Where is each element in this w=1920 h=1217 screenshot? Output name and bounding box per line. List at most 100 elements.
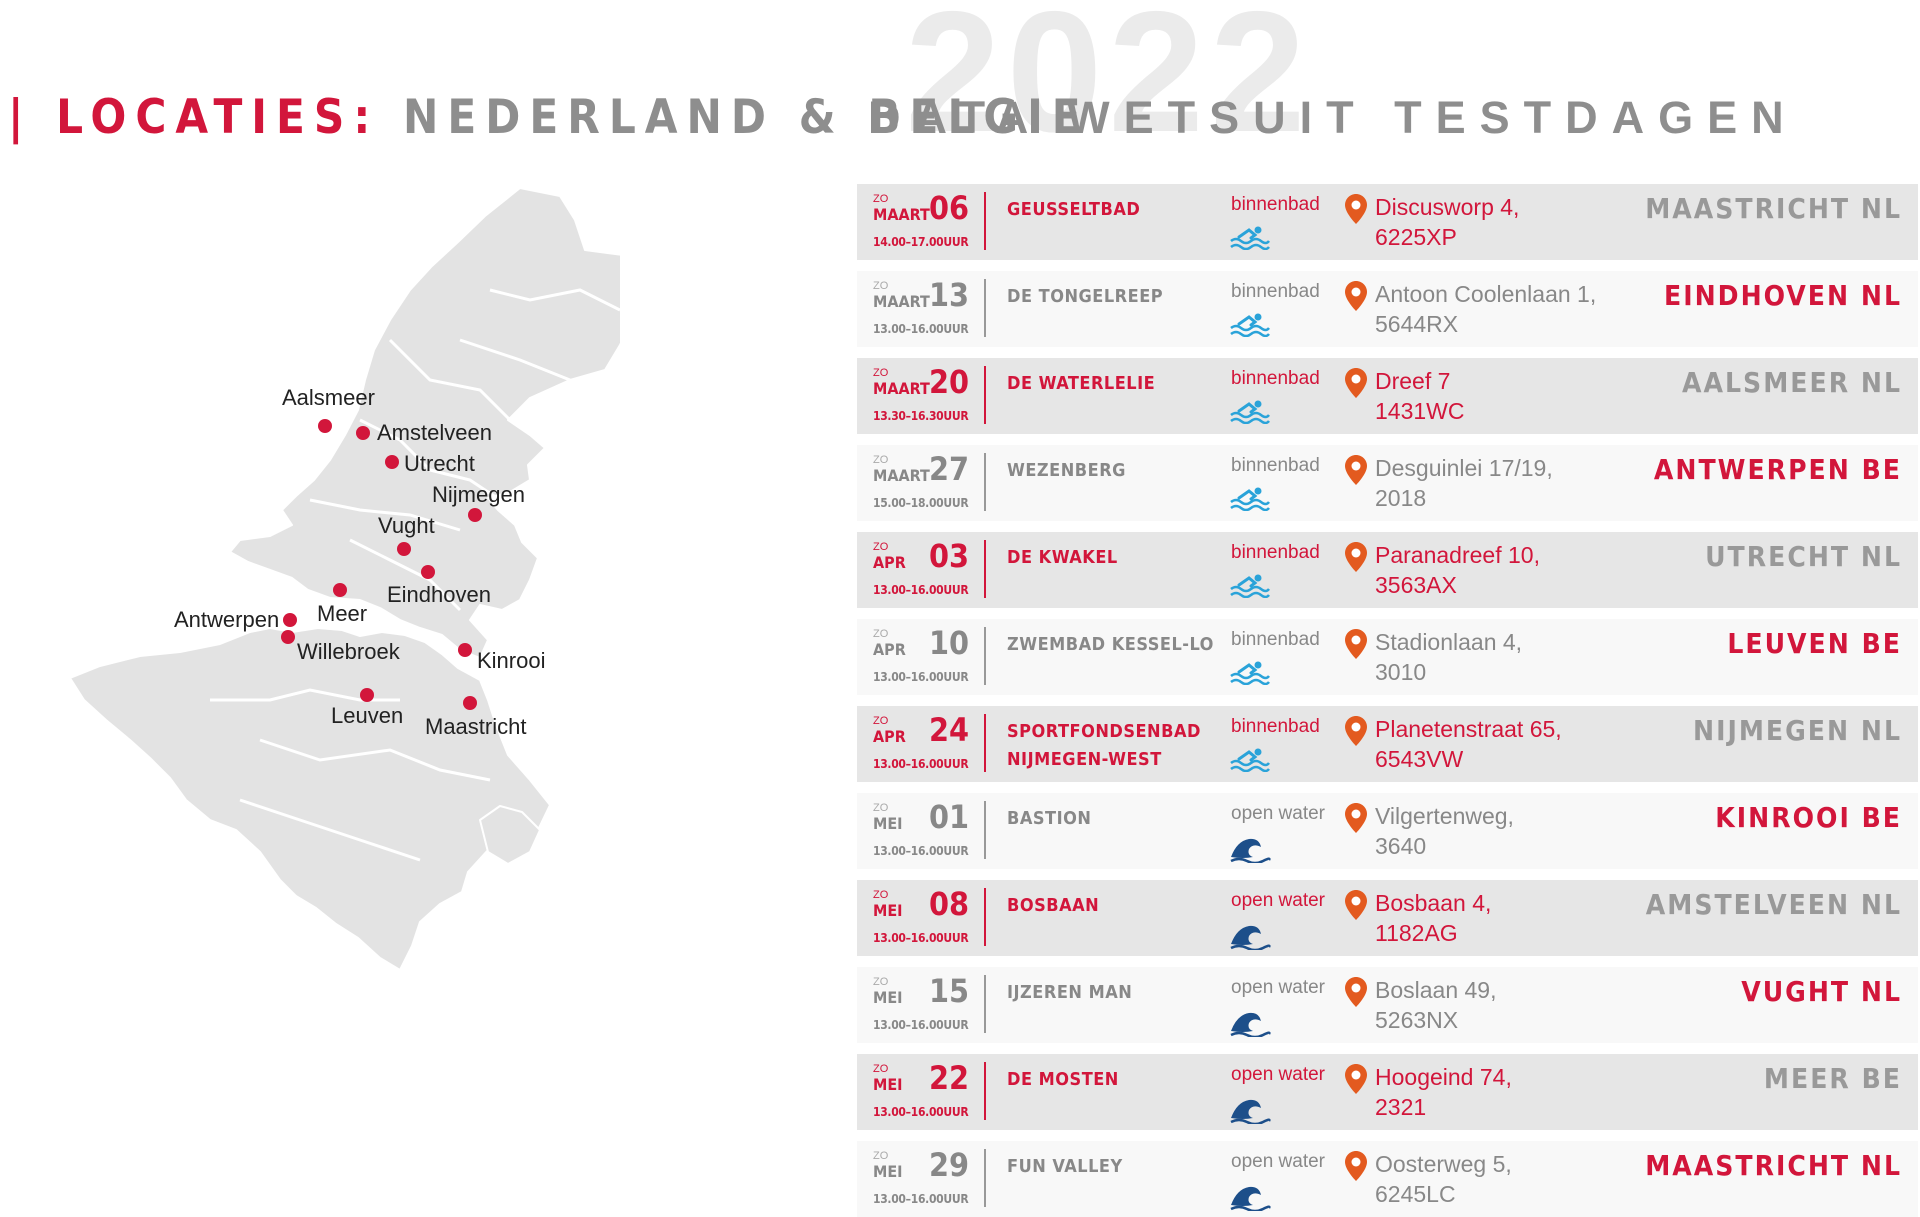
swimmer-icon (1229, 659, 1271, 686)
event-day: 06 (929, 189, 970, 227)
event-address[interactable]: Discusworp 4, 6225XP (1375, 192, 1519, 252)
event-address[interactable]: Hoogeind 74, 2321 (1375, 1062, 1512, 1122)
event-venue-line: NIJMEGEN-WEST (1007, 749, 1162, 770)
map-dot-nijmegen[interactable] (468, 508, 482, 522)
map-dot-leuven[interactable] (360, 688, 374, 702)
benelux-map: Aalsmeer Amstelveen Utrecht Nijmegen Vug… (60, 180, 651, 980)
map-dot-aalsmeer[interactable] (318, 419, 332, 433)
event-date: ZO MEI 01 13.00–16.00UUR (873, 799, 981, 863)
event-address-line1: Planetenstraat 65, (1375, 716, 1562, 742)
map-label-meer: Meer (317, 601, 368, 626)
event-venue-line: GEUSSELTBAD (1007, 199, 1141, 220)
event-city: NIJMEGEN NL (1693, 714, 1902, 747)
row-separator (984, 1149, 986, 1207)
event-weekday: ZO (873, 193, 889, 205)
map-dot-kinrooi[interactable] (458, 643, 472, 657)
event-time: 15.00–18.00UUR (873, 496, 969, 510)
event-address-line1: Dreef 7 (1375, 368, 1451, 394)
map-dot-willebroek[interactable] (281, 630, 295, 644)
map-dot-meer[interactable] (333, 583, 347, 597)
map-label-kinrooi: Kinrooi (477, 648, 546, 673)
event-row[interactable]: ZO APR 10 13.00–16.00UUR ZWEMBAD KESSEL-… (857, 619, 1918, 695)
location-pin-icon (1345, 890, 1367, 920)
map-dot-antwerpen[interactable] (283, 613, 297, 627)
swimmer-icon (1229, 224, 1271, 251)
event-venue: BASTION (1007, 805, 1217, 833)
event-row[interactable]: ZO MAART 06 14.00–17.00UUR GEUSSELTBAD b… (857, 184, 1918, 260)
event-type: binnenbad (1231, 455, 1320, 476)
event-row[interactable]: ZO MEI 01 13.00–16.00UUR BASTION open wa… (857, 793, 1918, 869)
event-address[interactable]: Boslaan 49, 5263NX (1375, 975, 1496, 1035)
event-address[interactable]: Oosterweg 5, 6245LC (1375, 1149, 1512, 1209)
event-address[interactable]: Planetenstraat 65, 6543VW (1375, 714, 1562, 774)
event-city: ANTWERPEN BE (1653, 453, 1902, 486)
map-dot-eindhoven[interactable] (421, 565, 435, 579)
event-type: binnenbad (1231, 716, 1320, 737)
event-row[interactable]: ZO APR 24 13.00–16.00UUR SPORTFONDSENBAD… (857, 706, 1918, 782)
event-address[interactable]: Desguinlei 17/19, 2018 (1375, 453, 1553, 513)
event-address[interactable]: Antoon Coolenlaan 1, 5644RX (1375, 279, 1596, 339)
event-city: MAASTRICHT NL (1645, 1149, 1902, 1182)
event-city: LEUVEN BE (1727, 627, 1902, 660)
event-address-line2: 6225XP (1375, 224, 1457, 250)
event-address[interactable]: Bosbaan 4, 1182AG (1375, 888, 1491, 948)
row-separator (984, 366, 986, 424)
event-day: 22 (929, 1059, 970, 1097)
event-time: 13.00–16.00UUR (873, 1192, 969, 1206)
luxembourg-shape (479, 805, 541, 865)
event-weekday: ZO (873, 1150, 889, 1162)
event-row[interactable]: ZO APR 03 13.00–16.00UUR DE KWAKEL binne… (857, 532, 1918, 608)
event-city: KINROOI BE (1715, 801, 1902, 834)
event-time: 13.00–16.00UUR (873, 931, 969, 945)
event-day: 01 (929, 798, 970, 836)
map-dot-utrecht[interactable] (385, 455, 399, 469)
event-row[interactable]: ZO MAART 20 13.30–16.30UUR DE WATERLELIE… (857, 358, 1918, 434)
event-time: 13.00–16.00UUR (873, 1018, 969, 1032)
map-label-leuven: Leuven (331, 703, 404, 728)
event-address[interactable]: Dreef 7 1431WC (1375, 366, 1464, 426)
event-time: 13.00–16.00UUR (873, 1105, 969, 1119)
wave-icon (1229, 1181, 1271, 1213)
row-separator (984, 453, 986, 511)
belgium-shape (69, 627, 551, 971)
event-city: MEER BE (1763, 1062, 1902, 1095)
event-row[interactable]: ZO MAART 13 13.00–16.00UUR DE TONGELREEP… (857, 271, 1918, 347)
map-dot-maastricht[interactable] (463, 696, 477, 710)
event-weekday: ZO (873, 715, 889, 727)
event-address-line1: Hoogeind 74, (1375, 1064, 1512, 1090)
row-separator (984, 192, 986, 250)
event-time: 14.00–17.00UUR (873, 235, 969, 249)
event-date: ZO MAART 27 15.00–18.00UUR (873, 451, 981, 515)
event-month: MEI (873, 901, 903, 920)
event-address-line2: 5263NX (1375, 1007, 1459, 1033)
event-type: binnenbad (1231, 281, 1320, 302)
map-dot-amstelveen[interactable] (356, 426, 370, 440)
event-date: ZO APR 24 13.00–16.00UUR (873, 712, 981, 776)
event-date: ZO MAART 13 13.00–16.00UUR (873, 277, 981, 341)
event-day: 15 (929, 972, 970, 1010)
event-type: open water (1231, 977, 1326, 998)
event-row[interactable]: ZO MEI 08 13.00–16.00UUR BOSBAAN open wa… (857, 880, 1918, 956)
map-dot-vught[interactable] (397, 542, 411, 556)
map-shape (69, 187, 651, 971)
event-row[interactable]: ZO MEI 15 13.00–16.00UUR IJZEREN MAN ope… (857, 967, 1918, 1043)
event-address-line1: Bosbaan 4, (1375, 890, 1492, 916)
event-time: 13.00–16.00UUR (873, 322, 969, 336)
event-venue: ZWEMBAD KESSEL-LO (1007, 631, 1217, 659)
event-address[interactable]: Paranadreef 10, 3563AX (1375, 540, 1540, 600)
event-venue: IJZEREN MAN (1007, 979, 1217, 1007)
map-label-aalsmeer: Aalsmeer (282, 385, 375, 410)
event-date: ZO MEI 29 13.00–16.00UUR (873, 1147, 981, 1211)
event-time: 13.30–16.30UUR (873, 409, 969, 423)
event-venue-line: DE KWAKEL (1007, 547, 1118, 568)
event-row[interactable]: ZO MAART 27 15.00–18.00UUR WEZENBERG bin… (857, 445, 1918, 521)
event-address[interactable]: Stadionlaan 4, 3010 (1375, 627, 1522, 687)
event-type: binnenbad (1231, 368, 1320, 389)
event-row[interactable]: ZO MEI 29 13.00–16.00UUR FUN VALLEY open… (857, 1141, 1918, 1217)
event-address-line2: 6245LC (1375, 1181, 1456, 1207)
event-row[interactable]: ZO MEI 22 13.00–16.00UUR DE MOSTEN open … (857, 1054, 1918, 1130)
event-type: open water (1231, 1064, 1326, 1085)
event-address[interactable]: Vilgertenweg, 3640 (1375, 801, 1514, 861)
event-date: ZO MAART 06 14.00–17.00UUR (873, 190, 981, 254)
event-day: 08 (929, 885, 970, 923)
